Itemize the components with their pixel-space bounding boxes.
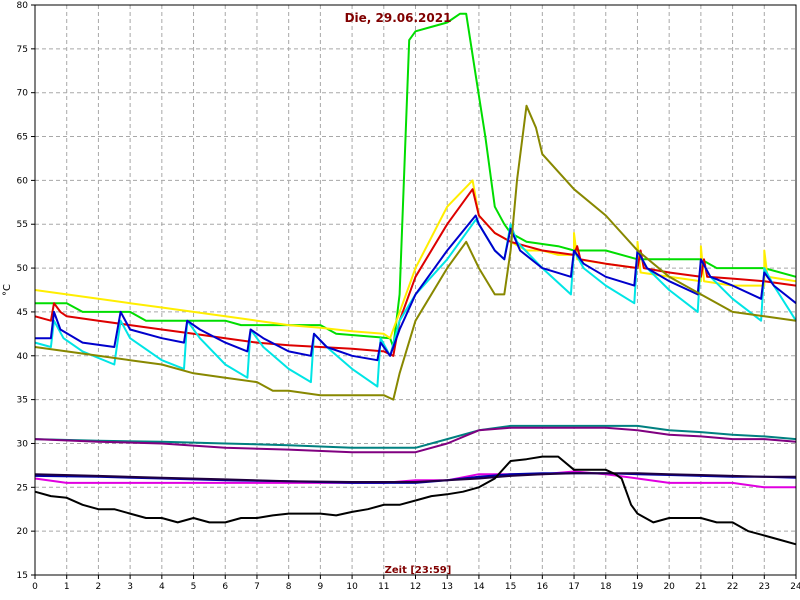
series-line-12 (34, 455, 797, 546)
y-tick-label: 65 (17, 133, 28, 143)
y-tick-label: 75 (17, 45, 28, 55)
x-tick-label: 23 (759, 582, 770, 592)
x-tick-label: 19 (632, 582, 644, 592)
x-tick-label: 5 (191, 582, 197, 592)
series-line-7 (34, 424, 797, 449)
axes (31, 4, 797, 579)
x-tick-label: 8 (286, 582, 292, 592)
x-tick-label: 14 (473, 582, 485, 592)
x-tick-label: 12 (410, 582, 421, 592)
x-tick-label: 15 (505, 582, 516, 592)
x-tick-label: 6 (222, 582, 228, 592)
x-tick-label: 16 (537, 582, 549, 592)
x-tick-label: 11 (378, 582, 389, 592)
x-tick-label: 2 (96, 582, 102, 592)
x-tick-label: 17 (568, 582, 579, 592)
y-tick-label: 25 (17, 483, 28, 493)
series-lines (34, 12, 797, 546)
y-tick-labels: 15 20 25 30 35 40 45 50 55 60 65 70 75 80 (17, 1, 29, 581)
series-line-5 (35, 214, 797, 362)
y-tick-label: 30 (17, 439, 29, 449)
x-tick-label: 9 (318, 582, 324, 592)
x-tick-labels: 0 1 2 3 4 5 6 7 8 9 10 11 12 13 14 15 16 17 18 19 20 21 22 23 24 (32, 582, 800, 592)
y-tick-label: 50 (17, 264, 29, 274)
x-tick-label: 3 (127, 582, 133, 592)
x-tick-label: 20 (663, 582, 675, 592)
series-line-9 (34, 470, 796, 489)
y-tick-label: 45 (17, 308, 28, 318)
series-line-8 (34, 426, 797, 454)
y-tick-label: 40 (17, 352, 29, 362)
y-axis-label: °C (2, 284, 13, 296)
series-line-4 (34, 218, 797, 388)
x-tick-label: 22 (727, 582, 738, 592)
x-tick-label: 24 (790, 582, 800, 592)
x-tick-label: 18 (600, 582, 612, 592)
series-line-1 (35, 12, 797, 348)
x-tick-label: 21 (695, 582, 706, 592)
y-tick-label: 55 (17, 220, 28, 230)
x-tick-label: 4 (159, 582, 165, 592)
x-tick-label: 1 (64, 582, 70, 592)
x-tick-label: 0 (32, 582, 38, 592)
y-tick-label: 70 (17, 89, 29, 99)
x-tick-label: 7 (254, 582, 260, 592)
y-tick-label: 60 (17, 176, 29, 186)
x-tick-label: 13 (441, 582, 452, 592)
x-tick-label: 10 (346, 582, 358, 592)
x-axis-label: Zeit [23:59] (385, 565, 452, 576)
y-tick-label: 80 (17, 1, 29, 11)
grid (35, 5, 796, 575)
chart-title: Die, 29.06.2021 (345, 11, 452, 25)
y-tick-label: 35 (17, 396, 28, 406)
y-tick-label: 15 (17, 571, 28, 581)
series-line-6 (34, 104, 797, 401)
y-tick-label: 20 (17, 527, 29, 537)
